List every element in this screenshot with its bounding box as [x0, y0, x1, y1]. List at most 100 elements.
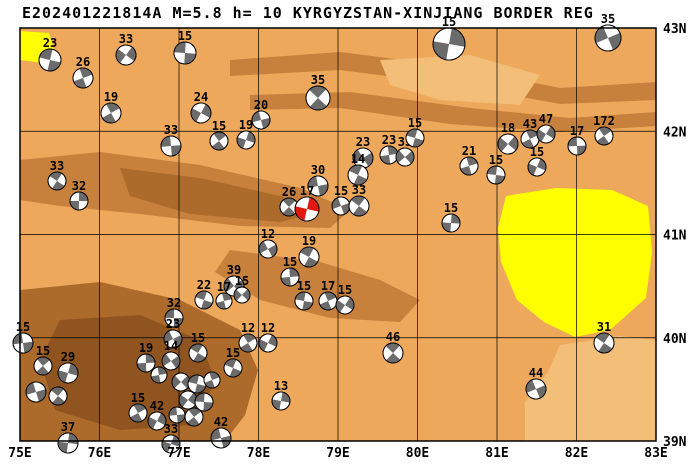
terrain-patch	[250, 92, 656, 132]
depth-label: 15	[235, 274, 249, 288]
depth-label: 33	[164, 422, 178, 436]
focal-mechanism-beachball	[203, 371, 221, 389]
focal-mechanism-beachball	[432, 27, 466, 61]
depth-label: 20	[254, 98, 268, 112]
focal-mechanism-beachball	[33, 356, 53, 376]
focal-mechanism-beachball	[161, 351, 181, 371]
focal-mechanism-beachball	[298, 246, 320, 268]
focal-mechanism-beachball	[190, 102, 212, 124]
focal-mechanism-beachball	[497, 133, 519, 155]
depth-label: 42	[150, 399, 164, 413]
focal-mechanism-beachball	[236, 130, 256, 150]
focal-mechanism-beachball	[47, 171, 67, 191]
lon-tick-label: 82E	[565, 446, 588, 461]
depth-label: 15	[338, 283, 352, 297]
depth-label: 14	[351, 152, 365, 166]
focal-mechanism-beachball	[184, 407, 204, 427]
lon-tick-label: 75E	[8, 446, 31, 461]
depth-label: 21	[462, 144, 476, 158]
lat-tick-label: 42N	[663, 125, 687, 140]
focal-mechanism-beachball	[215, 292, 233, 310]
focal-mechanism-beachball	[352, 147, 374, 169]
depth-label: 35	[601, 12, 615, 26]
focal-mechanism-beachball	[536, 124, 556, 144]
focal-mechanism-beachball	[294, 291, 314, 311]
depth-label: 33	[352, 183, 366, 197]
depth-label: 12	[261, 227, 275, 241]
depth-label: 15	[442, 15, 456, 29]
depth-label: 19	[302, 234, 316, 248]
graticule	[19, 27, 657, 442]
focal-mechanism-beachball	[115, 44, 137, 66]
focal-mechanism-beachball	[486, 165, 506, 185]
lon-tick-label: 78E	[247, 446, 270, 461]
focal-mechanism-beachball	[136, 353, 156, 373]
focal-mechanism-beachball	[459, 156, 479, 176]
focal-mechanism-beachball	[100, 102, 122, 124]
terrain-patch	[380, 55, 540, 105]
depth-label: 15	[226, 346, 240, 360]
depth-label: 33	[164, 123, 178, 137]
focal-mechanism-beachball	[238, 333, 258, 353]
depth-label: 15	[297, 279, 311, 293]
focal-mechanism-beachball	[194, 392, 214, 412]
depth-label: 43	[523, 117, 537, 131]
focal-mechanism-beachball	[210, 427, 232, 449]
focal-mechanism-beachball	[441, 213, 461, 233]
lowland-area	[498, 188, 652, 337]
focal-mechanism-beachball	[69, 191, 89, 211]
depth-label: 32	[167, 296, 181, 310]
focal-mechanism-beachball	[279, 197, 299, 217]
depth-label: 15	[530, 145, 544, 159]
focal-mechanism-beachball	[382, 342, 404, 364]
focal-mechanism-beachball	[525, 378, 547, 400]
depth-label: 12	[261, 321, 275, 335]
depth-label: 47	[539, 112, 553, 126]
depth-label: 15	[444, 201, 458, 215]
focal-mechanism-beachball	[147, 411, 167, 431]
focal-mechanism-beachball	[593, 332, 615, 354]
focal-mechanism-beachball	[307, 175, 329, 197]
depth-label: 33	[119, 32, 133, 46]
focal-mechanism-beachball	[194, 290, 214, 310]
focal-mechanism-beachball	[305, 85, 331, 111]
focal-mechanism-beachball	[405, 128, 425, 148]
focal-mechanism-beachball	[331, 196, 351, 216]
focal-mechanism-beachball	[48, 386, 68, 406]
depth-label: 35	[311, 73, 325, 87]
focal-mechanism-beachball	[223, 358, 243, 378]
depth-label: 32	[72, 179, 86, 193]
depth-label: 30	[311, 163, 325, 177]
depth-label: 15	[131, 391, 145, 405]
depth-label: 17	[321, 279, 335, 293]
focal-mechanism-beachball	[57, 362, 79, 384]
focal-mechanism-beachball	[520, 129, 540, 149]
depth-label: 46	[386, 330, 400, 344]
depth-label: 19	[239, 118, 253, 132]
main-event-beachball	[294, 196, 320, 222]
depth-label: 172	[593, 114, 615, 128]
focal-mechanism-beachball	[178, 390, 198, 410]
depth-label: 15	[212, 119, 226, 133]
depth-label: 23	[43, 36, 57, 50]
map-frame	[19, 27, 657, 442]
focal-mechanism-beachball	[25, 381, 47, 403]
depth-label: 17	[300, 184, 314, 198]
focal-mechanism-beachball	[209, 131, 229, 151]
lat-tick-label: 40N	[663, 332, 687, 347]
focal-mechanism-beachball	[72, 67, 94, 89]
focal-mechanism-beachball	[594, 24, 622, 52]
focal-mechanism-beachball	[527, 157, 547, 177]
depth-label: 33	[50, 159, 64, 173]
depth-label: 18	[501, 121, 515, 135]
depth-label: 26	[76, 55, 90, 69]
focal-mechanism-beachball	[38, 48, 62, 72]
depth-label: 17	[217, 280, 231, 294]
depth-label: 22	[197, 278, 211, 292]
lon-tick-label: 77E	[167, 446, 190, 461]
focal-mechanism-beachball	[347, 164, 369, 186]
depth-label: 42	[214, 415, 228, 429]
depth-label: 24	[194, 90, 208, 104]
